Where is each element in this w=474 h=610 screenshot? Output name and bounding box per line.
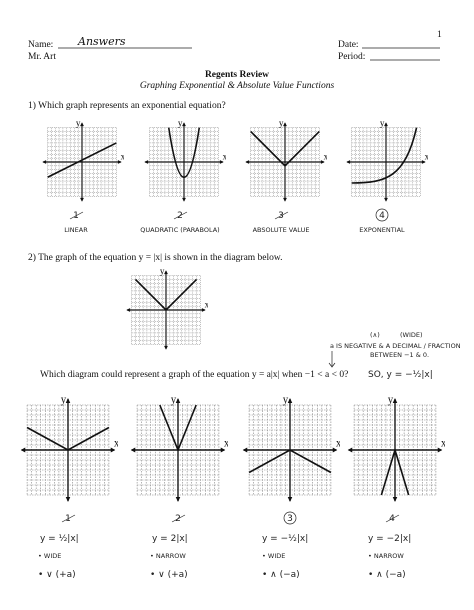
cross-out <box>274 211 289 220</box>
cross-out <box>69 211 84 220</box>
curve <box>249 450 331 473</box>
axis-label: y <box>171 394 177 407</box>
axis-label: x <box>425 151 430 161</box>
choice-number: 3 <box>287 514 293 524</box>
axis-label: x <box>223 151 228 161</box>
choice-note: QUADRATIC (PARABOLA) <box>140 226 219 234</box>
q2-choices: 1 y = ½|x| • WIDE • ∨ (+a) 2 y = 2|x| • … <box>38 511 411 580</box>
axis-label: x <box>336 437 342 450</box>
choice-shape: • ∨ (+a) <box>38 570 76 580</box>
graph: xy <box>245 118 329 202</box>
choice-note: EXPONENTIAL <box>359 226 405 234</box>
grid <box>126 270 206 350</box>
graph: xy <box>130 394 230 502</box>
choice-shape: • ∨ (+a) <box>150 570 188 580</box>
period-label: Period: <box>338 52 365 62</box>
graph: xy <box>346 118 430 202</box>
graph: xy <box>347 394 447 502</box>
graph: xy <box>144 118 228 202</box>
curve <box>160 405 196 450</box>
note-reason: a IS NEGATIVE & A DECIMAL / FRACTION <box>330 342 461 350</box>
arrow-head <box>328 362 336 368</box>
grid <box>20 398 116 502</box>
grid <box>245 122 325 202</box>
name-answer: Answers <box>77 35 126 48</box>
answer-circle <box>375 208 389 222</box>
choice-equation: y = −2|x| <box>368 534 411 544</box>
cross-out <box>385 514 400 523</box>
teacher: Mr. Art <box>28 52 56 62</box>
choice-note: LINEAR <box>64 226 88 234</box>
date-label: Date: <box>338 40 359 50</box>
axis-label: y <box>283 394 289 407</box>
title: Regents Review <box>205 70 269 80</box>
curve <box>135 279 196 310</box>
choice-equation: y = −½|x| <box>262 534 308 544</box>
note-reason: BETWEEN −1 & 0. <box>370 351 429 359</box>
graph: xy <box>42 118 126 202</box>
choice-number: 4 <box>379 211 385 221</box>
axis-label: x <box>324 151 329 161</box>
graph: xy <box>20 394 120 502</box>
curve <box>169 128 200 178</box>
grid <box>130 398 226 502</box>
q2-prompt: 2) The graph of the equation y = |x| is … <box>28 252 283 263</box>
axis-label: x <box>121 151 126 161</box>
cross-out <box>171 514 186 523</box>
q2-question: Which diagram could represent a graph of… <box>40 369 348 380</box>
curve <box>48 143 117 177</box>
grid <box>346 122 426 202</box>
axis-label: y <box>279 118 284 128</box>
choice-width: • NARROW <box>150 552 186 560</box>
choice-note: ABSOLUTE VALUE <box>253 226 310 234</box>
axis-label: x <box>441 437 447 450</box>
choice-equation: y = ½|x| <box>40 534 79 544</box>
axis-label: y <box>76 118 81 128</box>
curve <box>352 128 417 183</box>
graph: xy <box>242 394 342 502</box>
axis-label: y <box>61 394 67 407</box>
page-number: 1 <box>437 30 442 40</box>
curve <box>251 131 320 165</box>
axis-label: y <box>388 394 394 407</box>
note-shape: (∧) <box>370 331 380 339</box>
graph: xy <box>126 266 210 350</box>
axis-label: y <box>178 118 183 128</box>
axis-label: x <box>205 299 210 309</box>
axis-label: y <box>380 118 385 128</box>
q1-prompt: 1) Which graph represents an exponential… <box>28 100 226 111</box>
cross-out <box>173 211 188 220</box>
q1-choices: 1 LINEAR 2 QUADRATIC (PARABOLA) 3 ABSOLU… <box>64 208 405 234</box>
note-conclusion: SO, y = −½|x| <box>368 370 433 380</box>
cross-out <box>61 514 76 523</box>
choice-width: • NARROW <box>368 552 404 560</box>
subtitle: Graphing Exponential & Absolute Value Fu… <box>140 81 335 91</box>
axis-label: x <box>224 437 230 450</box>
grid <box>42 122 122 202</box>
curve <box>381 450 408 495</box>
note-width: (WIDE) <box>400 331 423 339</box>
axis-label: y <box>160 266 165 276</box>
answer-circle <box>283 511 297 525</box>
axis-label: x <box>114 437 120 450</box>
choice-width: • WIDE <box>262 552 285 560</box>
choice-shape: • ∧ (−a) <box>262 570 300 580</box>
curve <box>27 428 109 451</box>
choice-equation: y = 2|x| <box>152 534 188 544</box>
name-label: Name: <box>28 40 53 50</box>
choice-width: • WIDE <box>38 552 61 560</box>
choice-shape: • ∧ (−a) <box>368 570 406 580</box>
annotations: (∧) (WIDE) a IS NEGATIVE & A DECIMAL / F… <box>328 331 461 380</box>
grid <box>144 122 224 202</box>
